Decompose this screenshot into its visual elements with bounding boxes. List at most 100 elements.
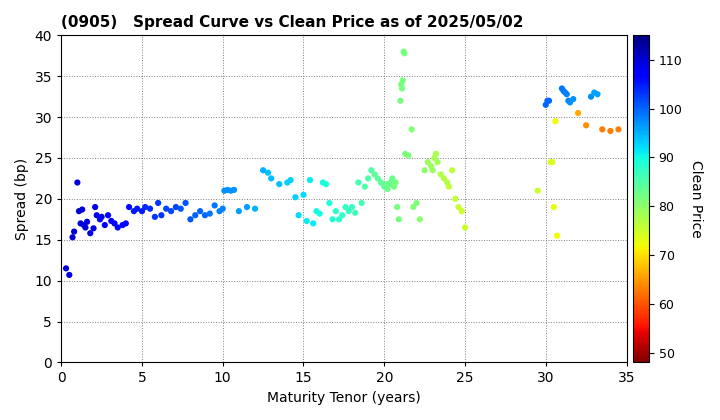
- Point: [282, 179, 293, 186]
- Point: [399, 50, 410, 57]
- Point: [372, 175, 384, 182]
- Point: [336, 212, 348, 218]
- Point: [219, 187, 230, 194]
- Point: [140, 204, 151, 210]
- Point: [228, 186, 240, 193]
- Point: [546, 159, 558, 165]
- Point: [541, 97, 553, 104]
- Y-axis label: Clean Price: Clean Price: [689, 160, 703, 238]
- X-axis label: Maturity Tenor (years): Maturity Tenor (years): [267, 391, 420, 405]
- Point: [397, 77, 408, 84]
- Point: [307, 220, 319, 227]
- Point: [549, 118, 561, 125]
- Point: [112, 224, 124, 231]
- Point: [94, 216, 106, 223]
- Point: [380, 181, 392, 187]
- Point: [184, 216, 196, 223]
- Point: [585, 93, 597, 100]
- Y-axis label: Spread (bp): Spread (bp): [15, 158, 29, 240]
- Point: [548, 204, 559, 210]
- Text: (0905)   Spread Curve vs Clean Price as of 2025/05/02: (0905) Spread Curve vs Clean Price as of…: [61, 15, 523, 30]
- Point: [353, 179, 364, 186]
- Point: [71, 179, 83, 186]
- Point: [266, 175, 277, 182]
- Point: [68, 228, 80, 235]
- Point: [427, 167, 438, 173]
- Point: [63, 272, 75, 278]
- Point: [120, 220, 132, 227]
- Point: [402, 152, 414, 159]
- Point: [613, 126, 624, 133]
- Point: [249, 205, 261, 212]
- Point: [330, 208, 341, 215]
- Point: [605, 128, 616, 134]
- Point: [67, 234, 78, 241]
- Point: [131, 205, 143, 212]
- Point: [161, 205, 172, 212]
- Point: [327, 216, 338, 223]
- Point: [396, 85, 408, 92]
- Point: [408, 204, 419, 210]
- Point: [385, 179, 397, 186]
- Point: [106, 218, 117, 224]
- Point: [572, 110, 584, 116]
- Point: [156, 212, 167, 218]
- Point: [144, 205, 156, 212]
- Point: [592, 91, 603, 97]
- Point: [81, 218, 93, 225]
- Point: [375, 179, 387, 186]
- Point: [222, 186, 233, 193]
- Point: [422, 159, 433, 165]
- Point: [411, 200, 423, 206]
- Point: [317, 179, 328, 186]
- Point: [426, 163, 437, 170]
- Point: [544, 97, 555, 104]
- Point: [170, 204, 181, 210]
- Point: [392, 204, 403, 210]
- Point: [359, 183, 371, 190]
- Point: [379, 183, 390, 190]
- Point: [175, 205, 186, 212]
- Point: [449, 196, 461, 202]
- Point: [89, 204, 101, 210]
- Point: [390, 179, 401, 186]
- Point: [580, 122, 592, 129]
- Point: [456, 208, 467, 215]
- Point: [561, 91, 572, 97]
- Point: [298, 192, 310, 198]
- Point: [559, 89, 571, 96]
- Point: [153, 200, 164, 206]
- Point: [209, 202, 220, 209]
- Point: [75, 220, 86, 227]
- Point: [128, 208, 140, 215]
- Point: [149, 213, 161, 220]
- Point: [78, 222, 89, 228]
- Point: [293, 212, 305, 218]
- Point: [340, 204, 351, 210]
- Point: [540, 102, 552, 108]
- Point: [435, 171, 446, 178]
- Point: [383, 181, 395, 187]
- Point: [109, 220, 120, 227]
- Point: [91, 212, 102, 218]
- Point: [102, 212, 114, 218]
- Point: [545, 159, 557, 165]
- Point: [369, 171, 380, 178]
- Point: [199, 212, 211, 218]
- Point: [432, 159, 444, 165]
- Point: [443, 183, 454, 190]
- Point: [398, 48, 410, 55]
- Point: [395, 81, 407, 88]
- Point: [76, 206, 88, 213]
- Point: [406, 126, 418, 133]
- Point: [349, 210, 361, 216]
- Point: [117, 222, 128, 228]
- Point: [310, 208, 322, 215]
- Point: [430, 150, 441, 157]
- Point: [204, 210, 215, 217]
- Point: [166, 208, 177, 215]
- Point: [366, 167, 377, 173]
- Point: [552, 232, 563, 239]
- Point: [564, 99, 576, 106]
- Point: [356, 200, 367, 206]
